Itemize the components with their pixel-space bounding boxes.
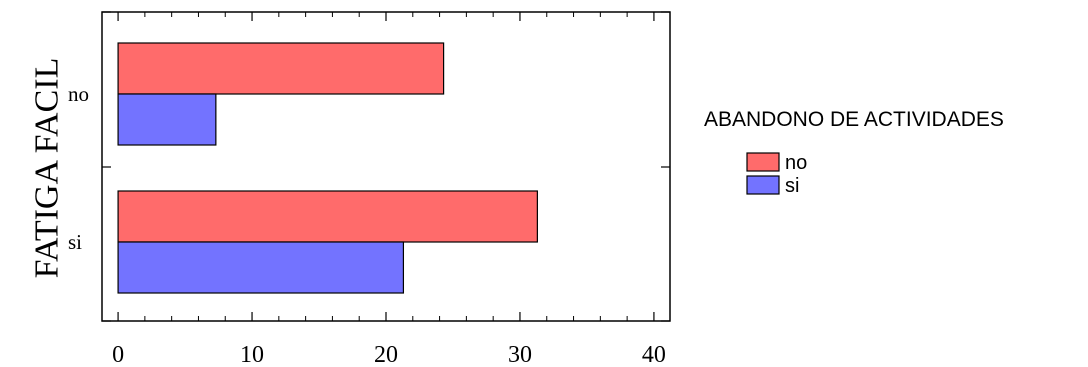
bar-no-si: [117, 93, 217, 146]
y-tick-label: si: [68, 230, 82, 254]
axis-ticks: [102, 11, 670, 322]
legend-label-si: si: [785, 175, 799, 197]
legend-swatch-si: [746, 175, 780, 195]
bar-no-no: [117, 42, 445, 95]
legend-label-no: no: [785, 152, 807, 174]
x-tick-labels: 0 10 20 30 40: [112, 342, 666, 367]
x-tick-label: 40: [642, 342, 666, 367]
y-axis-label: FATIGA FACIL: [29, 58, 66, 279]
legend-title: ABANDONO DE ACTIVIDADES: [704, 108, 1004, 131]
x-tick-label: 30: [508, 342, 532, 367]
x-tick-label: 0: [112, 342, 124, 367]
bars: [117, 42, 538, 294]
x-tick-label: 10: [240, 342, 264, 367]
x-tick-label: 20: [374, 342, 398, 367]
y-tick-labels: no si: [68, 82, 89, 254]
legend-swatch-no: [746, 152, 780, 172]
bar-si-no: [117, 190, 538, 243]
bar-si-si: [117, 241, 405, 294]
y-tick-label: no: [68, 82, 89, 106]
